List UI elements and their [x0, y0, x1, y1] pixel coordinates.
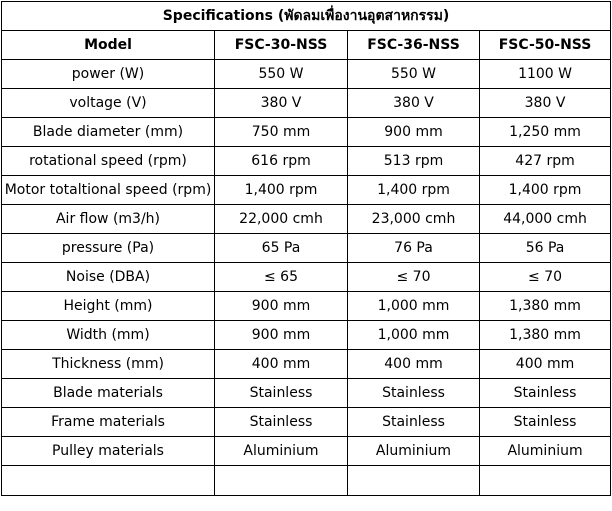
specifications-table: Specifications (พัดลมเพื่องานอุตสาหกรรม)… — [0, 1, 612, 496]
row-value: 900 mm — [214, 291, 348, 321]
header-model-1: FSC-30-NSS — [214, 30, 348, 60]
table-row: Pulley materials Aluminium Aluminium Alumin… — [1, 436, 612, 466]
table-title: Specifications (พัดลมเพื่องานอุตสาหกรรม) — [0, 1, 612, 31]
row-value: 616 rpm — [214, 146, 348, 176]
row-label: Thickness (mm) — [1, 349, 215, 379]
row-value: Aluminium — [478, 436, 612, 466]
row-value: 427 rpm — [478, 146, 612, 176]
row-value: 65 Pa — [214, 233, 348, 263]
table-row: power (W) 550 W 550 W 1100 W — [1, 59, 612, 89]
row-value: 1,250 mm — [478, 117, 612, 147]
row-value: 1,000 mm — [347, 291, 480, 321]
table-row: Width (mm) 900 mm 1,000 mm 1,380 mm — [1, 320, 612, 350]
row-label: Width (mm) — [1, 320, 215, 350]
row-value: Stainless — [214, 378, 348, 408]
header-model-label: Model — [1, 30, 215, 60]
row-value: 23,000 cmh — [347, 204, 480, 234]
table-row: Air flow (m3/h) 22,000 cmh 23,000 cmh 44,00… — [1, 204, 612, 234]
row-value: 380 V — [214, 88, 348, 118]
row-value: 1100 W — [478, 59, 612, 89]
empty-cell — [1, 465, 215, 496]
row-value: 750 mm — [214, 117, 348, 147]
row-label: pressure (Pa) — [1, 233, 215, 263]
table-row: Blade diameter (mm) 750 mm 900 mm 1,250 mm — [1, 117, 612, 147]
table-row: Motor totaltional speed (rpm) 1,400 rpm 1,… — [1, 175, 612, 205]
header-model-3: FSC-50-NSS — [478, 30, 612, 60]
empty-row — [1, 465, 612, 496]
row-value: Aluminium — [214, 436, 348, 466]
row-value: 550 W — [214, 59, 348, 89]
empty-cell — [214, 465, 348, 496]
row-value: Stainless — [478, 378, 612, 408]
row-label: Noise (DBA) — [1, 262, 215, 292]
row-value: 380 V — [347, 88, 480, 118]
header-row: Model FSC-30-NSS FSC-36-NSS FSC-50-NSS — [1, 30, 612, 60]
table-row: pressure (Pa) 65 Pa 76 Pa 56 Pa — [1, 233, 612, 263]
row-value: Stainless — [478, 407, 612, 437]
row-value: 380 V — [478, 88, 612, 118]
row-value: 400 mm — [478, 349, 612, 379]
row-value: 900 mm — [214, 320, 348, 350]
table-row: rotational speed (rpm) 616 rpm 513 rpm 427 … — [1, 146, 612, 176]
row-value: 900 mm — [347, 117, 480, 147]
row-value: 56 Pa — [478, 233, 612, 263]
table-row: voltage (V) 380 V 380 V 380 V — [1, 88, 612, 118]
row-value: 1,380 mm — [478, 291, 612, 321]
row-value: 400 mm — [347, 349, 480, 379]
row-label: Blade materials — [1, 378, 215, 408]
row-value: 76 Pa — [347, 233, 480, 263]
row-label: Blade diameter (mm) — [1, 117, 215, 147]
row-label: rotational speed (rpm) — [1, 146, 215, 176]
row-value: 22,000 cmh — [214, 204, 348, 234]
row-value: 1,400 rpm — [478, 175, 612, 205]
row-value: ≤ 70 — [478, 262, 612, 292]
row-value: 1,400 rpm — [347, 175, 480, 205]
table-row: Noise (DBA) ≤ 65 ≤ 70 ≤ 70 — [1, 262, 612, 292]
table-row: Height (mm) 900 mm 1,000 mm 1,380 mm — [1, 291, 612, 321]
row-value: Stainless — [347, 378, 480, 408]
row-value: Aluminium — [347, 436, 480, 466]
row-label: Height (mm) — [1, 291, 215, 321]
row-value: ≤ 70 — [347, 262, 480, 292]
row-label: Pulley materials — [1, 436, 215, 466]
row-value: 1,380 mm — [478, 320, 612, 350]
row-value: 1,400 rpm — [214, 175, 348, 205]
table-row: Thickness (mm) 400 mm 400 mm 400 mm — [1, 349, 612, 379]
row-value: Stainless — [214, 407, 348, 437]
row-value: Stainless — [347, 407, 480, 437]
row-label: power (W) — [1, 59, 215, 89]
row-label: Motor totaltional speed (rpm) — [1, 175, 215, 205]
row-value: 44,000 cmh — [478, 204, 612, 234]
row-label: Frame materials — [1, 407, 215, 437]
table-row: Blade materials Stainless Stainless Stainle… — [1, 378, 612, 408]
title-row: Specifications (พัดลมเพื่องานอุตสาหกรรม) — [0, 1, 612, 31]
row-value: 400 mm — [214, 349, 348, 379]
row-value: 513 rpm — [347, 146, 480, 176]
row-value: 550 W — [347, 59, 480, 89]
empty-cell — [347, 465, 480, 496]
empty-cell — [478, 465, 612, 496]
row-label: Air flow (m3/h) — [1, 204, 215, 234]
header-model-2: FSC-36-NSS — [347, 30, 480, 60]
table-row: Frame materials Stainless Stainless Stainle… — [1, 407, 612, 437]
row-value: 1,000 mm — [347, 320, 480, 350]
row-value: ≤ 65 — [214, 262, 348, 292]
row-label: voltage (V) — [1, 88, 215, 118]
